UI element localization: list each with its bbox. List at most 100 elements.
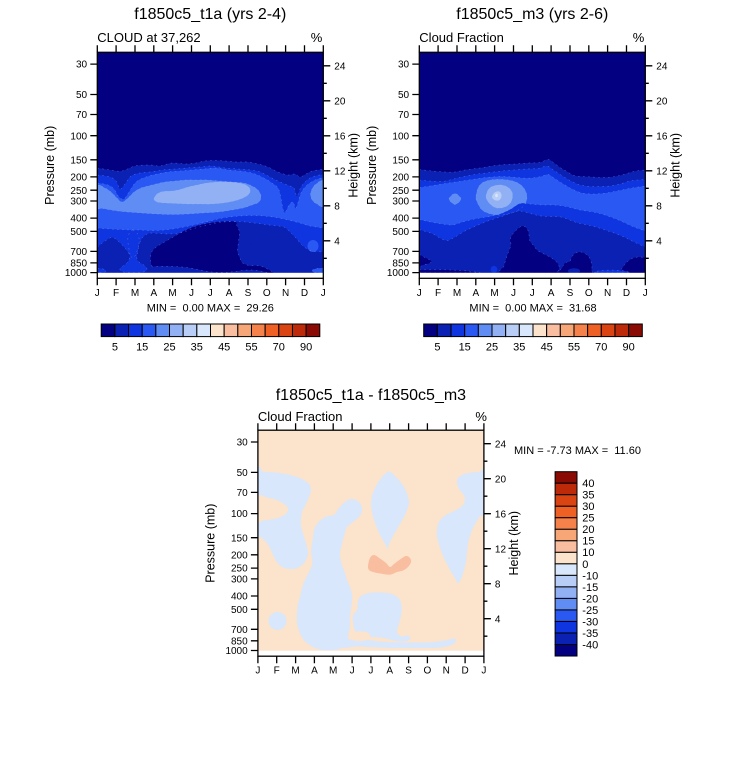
svg-text:M: M bbox=[131, 288, 139, 299]
svg-text:70: 70 bbox=[76, 110, 88, 121]
svg-text:%: % bbox=[475, 409, 487, 424]
svg-text:-15: -15 bbox=[582, 582, 598, 594]
svg-text:45: 45 bbox=[218, 341, 230, 353]
svg-text:30: 30 bbox=[76, 60, 88, 71]
svg-text:100: 100 bbox=[231, 509, 248, 520]
svg-text:-35: -35 bbox=[582, 628, 598, 640]
svg-text:200: 200 bbox=[231, 550, 248, 561]
svg-text:10: 10 bbox=[582, 547, 594, 559]
svg-text:O: O bbox=[263, 288, 271, 299]
svg-text:J: J bbox=[350, 666, 355, 677]
svg-text:M: M bbox=[329, 666, 337, 677]
svg-text:55: 55 bbox=[568, 341, 580, 353]
svg-text:O: O bbox=[585, 288, 593, 299]
svg-text:70: 70 bbox=[273, 341, 285, 353]
svg-text:f1850c5_t1a - f1850c5_m3: f1850c5_t1a - f1850c5_m3 bbox=[276, 387, 466, 404]
svg-text:20: 20 bbox=[495, 474, 507, 485]
svg-text:500: 500 bbox=[392, 227, 409, 238]
svg-text:35: 35 bbox=[582, 490, 594, 502]
svg-text:20: 20 bbox=[656, 96, 668, 107]
svg-text:J: J bbox=[511, 288, 516, 299]
svg-text:150: 150 bbox=[231, 533, 248, 544]
svg-text:50: 50 bbox=[237, 468, 249, 479]
svg-text:500: 500 bbox=[70, 227, 87, 238]
svg-text:f1850c5_m3 (yrs 2-6): f1850c5_m3 (yrs 2-6) bbox=[456, 6, 608, 23]
svg-text:J: J bbox=[417, 288, 422, 299]
svg-text:500: 500 bbox=[231, 605, 248, 616]
svg-text:MIN = 0.00 MAX = 29.26: MIN = 0.00 MAX = 29.26 bbox=[147, 303, 274, 315]
svg-text:D: D bbox=[623, 288, 630, 299]
svg-text:-10: -10 bbox=[582, 570, 598, 582]
svg-text:15: 15 bbox=[582, 536, 594, 548]
svg-text:8: 8 bbox=[334, 201, 340, 212]
svg-text:400: 400 bbox=[70, 214, 87, 225]
svg-text:12: 12 bbox=[656, 166, 668, 177]
svg-text:4: 4 bbox=[656, 236, 662, 247]
svg-text:150: 150 bbox=[70, 155, 87, 166]
svg-text:CLOUD at 37,262: CLOUD at 37,262 bbox=[97, 30, 200, 45]
svg-text:700: 700 bbox=[231, 625, 248, 636]
svg-text:S: S bbox=[245, 288, 252, 299]
svg-text:16: 16 bbox=[656, 131, 668, 142]
svg-text:90: 90 bbox=[622, 341, 634, 353]
svg-text:70: 70 bbox=[398, 110, 410, 121]
svg-text:24: 24 bbox=[334, 61, 346, 72]
svg-text:N: N bbox=[282, 288, 289, 299]
svg-text:100: 100 bbox=[392, 131, 409, 142]
svg-text:%: % bbox=[633, 30, 645, 45]
svg-text:D: D bbox=[461, 666, 468, 677]
svg-text:70: 70 bbox=[595, 341, 607, 353]
svg-text:Height (km): Height (km) bbox=[507, 511, 521, 576]
svg-text:N: N bbox=[604, 288, 611, 299]
svg-text:20: 20 bbox=[334, 96, 346, 107]
svg-text:16: 16 bbox=[334, 131, 346, 142]
svg-text:O: O bbox=[424, 666, 432, 677]
svg-text:15: 15 bbox=[136, 341, 148, 353]
svg-text:A: A bbox=[386, 666, 393, 677]
svg-text:-25: -25 bbox=[582, 605, 598, 617]
svg-text:700: 700 bbox=[70, 247, 87, 258]
svg-text:-20: -20 bbox=[582, 593, 598, 605]
svg-text:S: S bbox=[567, 288, 574, 299]
svg-text:F: F bbox=[113, 288, 119, 299]
svg-text:D: D bbox=[301, 288, 308, 299]
svg-text:16: 16 bbox=[495, 509, 507, 520]
svg-text:1000: 1000 bbox=[225, 646, 248, 657]
svg-text:400: 400 bbox=[231, 592, 248, 603]
svg-text:250: 250 bbox=[392, 186, 409, 197]
svg-text:200: 200 bbox=[392, 173, 409, 184]
svg-text:30: 30 bbox=[582, 501, 594, 513]
svg-text:%: % bbox=[311, 30, 323, 45]
svg-text:f1850c5_t1a (yrs 2-4): f1850c5_t1a (yrs 2-4) bbox=[134, 6, 286, 23]
svg-text:24: 24 bbox=[495, 439, 507, 450]
svg-text:J: J bbox=[208, 288, 213, 299]
svg-text:30: 30 bbox=[398, 60, 410, 71]
svg-text:850: 850 bbox=[70, 259, 87, 270]
svg-text:4: 4 bbox=[495, 614, 501, 625]
svg-text:F: F bbox=[435, 288, 441, 299]
svg-text:5: 5 bbox=[112, 341, 118, 353]
svg-text:S: S bbox=[405, 666, 412, 677]
svg-text:250: 250 bbox=[70, 186, 87, 197]
svg-text:50: 50 bbox=[398, 90, 410, 101]
svg-text:850: 850 bbox=[392, 259, 409, 270]
svg-text:40: 40 bbox=[582, 478, 594, 490]
svg-text:-40: -40 bbox=[582, 639, 598, 651]
svg-text:12: 12 bbox=[495, 544, 507, 555]
svg-text:0: 0 bbox=[582, 559, 588, 571]
svg-text:45: 45 bbox=[541, 341, 553, 353]
svg-text:1000: 1000 bbox=[65, 268, 88, 279]
svg-text:A: A bbox=[226, 288, 233, 299]
svg-text:55: 55 bbox=[245, 341, 257, 353]
svg-text:35: 35 bbox=[513, 341, 525, 353]
svg-text:A: A bbox=[150, 288, 157, 299]
svg-text:A: A bbox=[311, 666, 318, 677]
svg-text:M: M bbox=[168, 288, 176, 299]
svg-text:J: J bbox=[321, 288, 326, 299]
svg-text:F: F bbox=[274, 666, 280, 677]
svg-text:-30: -30 bbox=[582, 616, 598, 628]
svg-text:850: 850 bbox=[231, 636, 248, 647]
svg-text:8: 8 bbox=[656, 201, 662, 212]
svg-text:J: J bbox=[95, 288, 100, 299]
svg-text:J: J bbox=[481, 666, 486, 677]
